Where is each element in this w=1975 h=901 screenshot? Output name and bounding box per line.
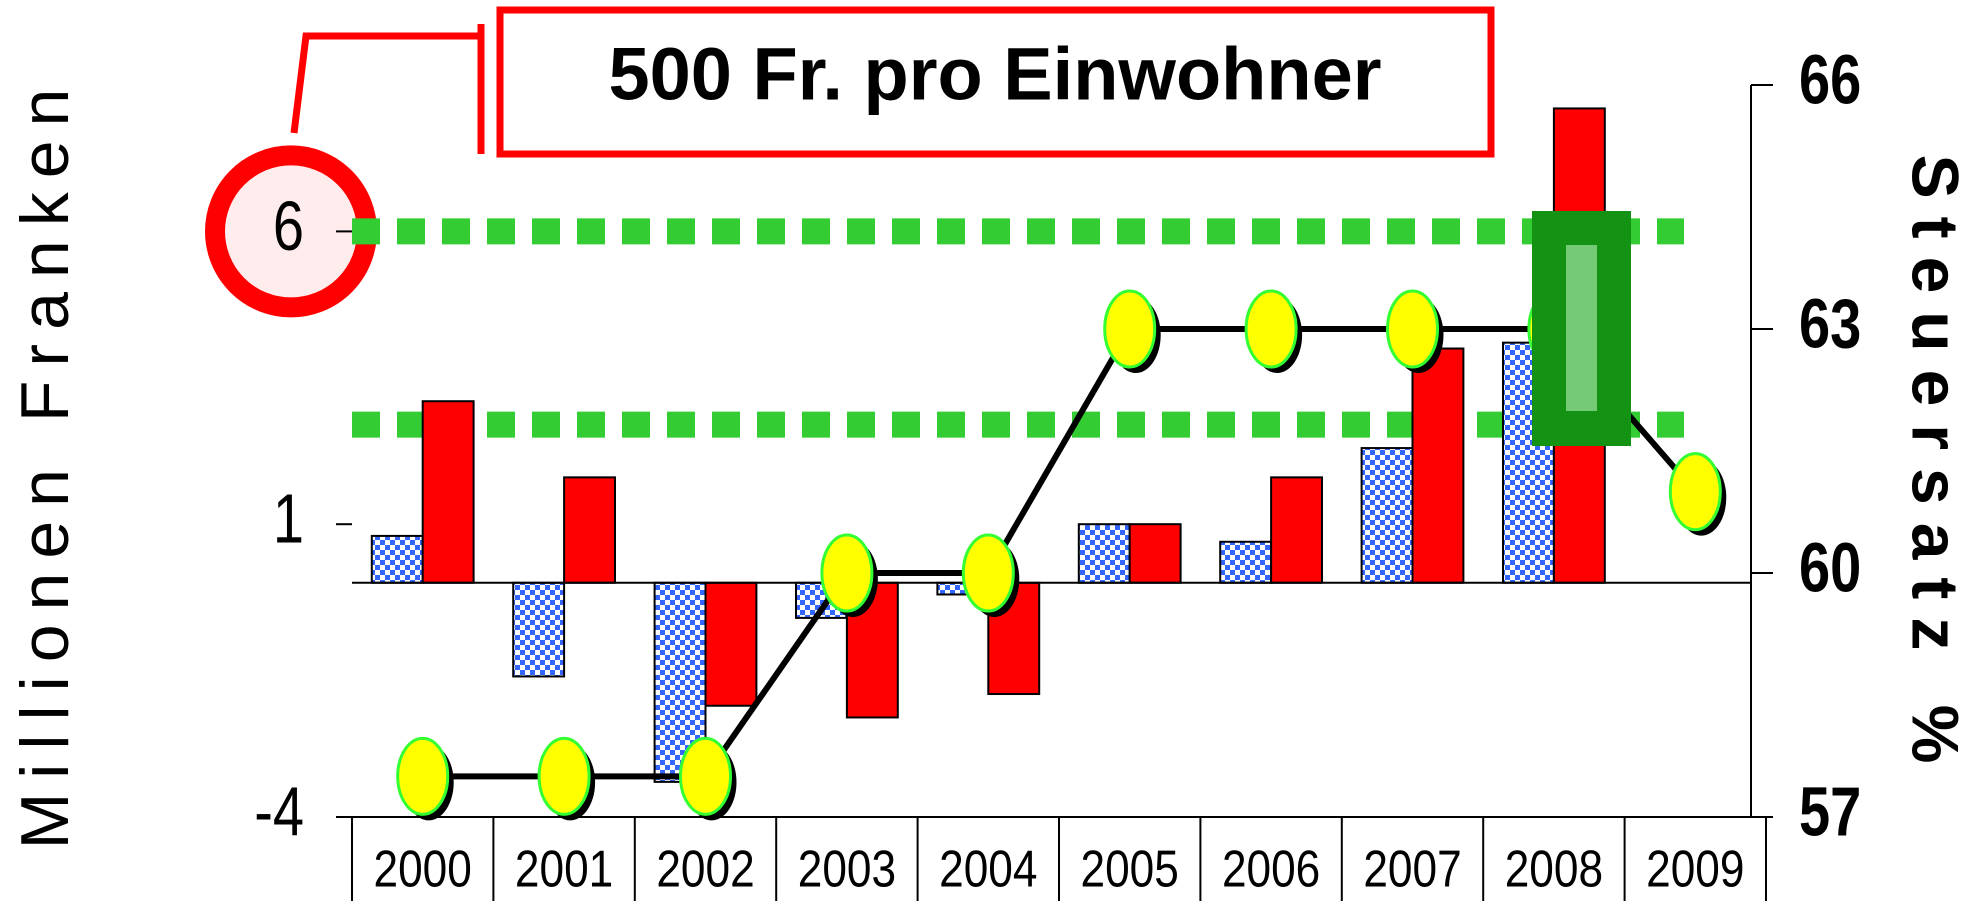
bar <box>704 581 758 707</box>
x-tick-label: 2003 <box>798 840 896 898</box>
bar <box>1219 540 1273 584</box>
marker <box>820 533 874 613</box>
bar <box>1128 523 1182 584</box>
y-tick-label: 6 <box>273 188 304 265</box>
marker <box>1386 289 1439 369</box>
y2-tick-label: 63 <box>1799 286 1861 363</box>
bar <box>1360 447 1414 584</box>
marker <box>961 533 1015 613</box>
bar <box>421 400 475 584</box>
y2-axis-label: Steuersatz % <box>1899 155 1973 782</box>
marker <box>537 736 591 816</box>
leader-line <box>290 32 481 134</box>
bar <box>512 581 566 678</box>
x-tick-label: 2008 <box>1505 840 1603 898</box>
x-tick-label: 2002 <box>656 840 754 898</box>
x-tick-label: 2001 <box>515 840 613 898</box>
marker <box>679 736 732 816</box>
y-tick-label: -4 <box>254 774 304 851</box>
marker <box>1244 289 1298 369</box>
x-tick-label: 2000 <box>374 840 472 898</box>
bar <box>1077 523 1131 584</box>
y2-tick-label: 66 <box>1799 42 1861 119</box>
x-tick-label: 2005 <box>1081 840 1179 898</box>
y2-tick-label: 57 <box>1799 774 1861 851</box>
bar <box>1411 347 1465 584</box>
y-axis-label: Millionen Franken <box>7 75 83 850</box>
marker <box>1668 452 1722 532</box>
line <box>422 326 1698 780</box>
x-tick-label: 2006 <box>1222 840 1320 898</box>
bar <box>1270 476 1324 584</box>
x-tick-label: 2007 <box>1363 840 1461 898</box>
y2-tick-label: 60 <box>1799 530 1861 607</box>
highlight-inner <box>1566 245 1597 411</box>
bar <box>563 476 617 584</box>
bar <box>370 534 424 584</box>
annotation-box <box>496 6 1495 158</box>
y-tick-label: 1 <box>273 481 304 558</box>
marker <box>396 736 450 816</box>
annotation: 500 Fr. pro Einwohner <box>608 33 1381 116</box>
x-tick-label: 2004 <box>939 840 1037 898</box>
x-tick-label: 2009 <box>1646 840 1744 898</box>
marker <box>1103 289 1157 369</box>
